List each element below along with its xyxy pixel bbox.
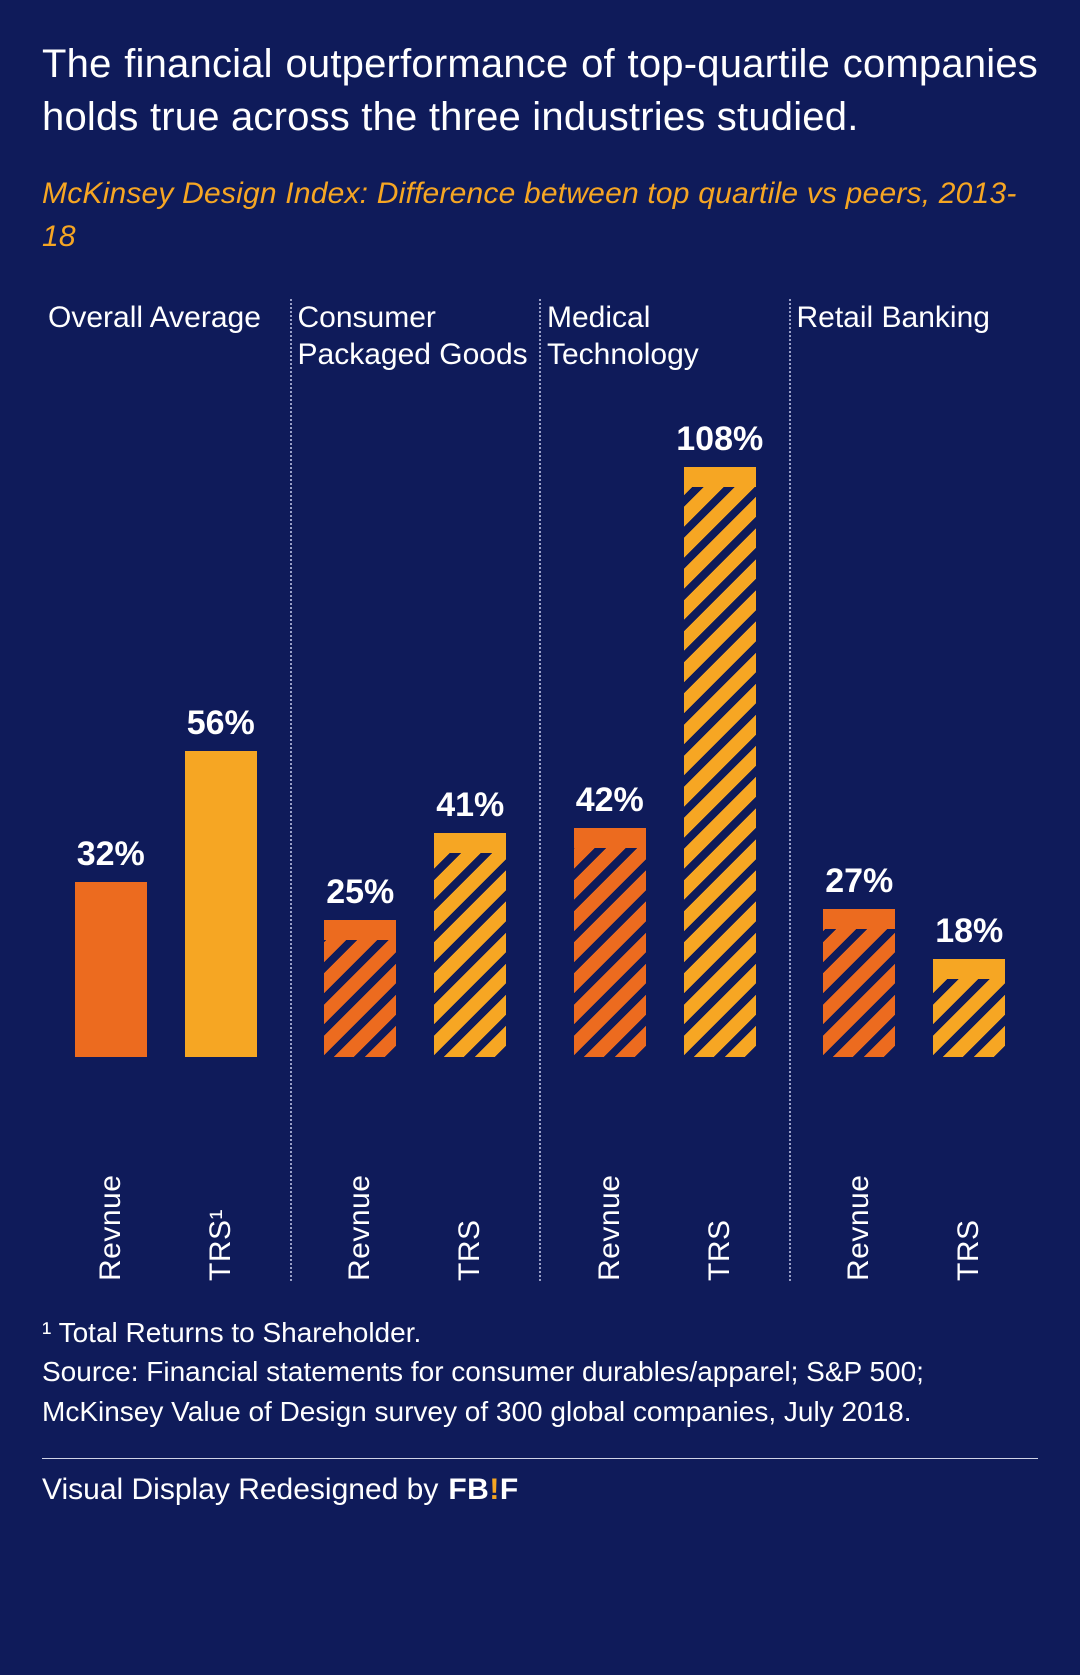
bar-trs: 108%: [679, 420, 761, 1057]
bars-row: 42% 108%: [547, 417, 783, 1057]
bar-cap: [933, 959, 1005, 979]
panel-medical-technology: Medical Technology 42% 108% Revnue TRS: [541, 299, 791, 1281]
axis-labels: Revnue TRS¹: [48, 1071, 284, 1281]
bar-revenue: 32%: [70, 835, 152, 1057]
panel-title: Consumer Packaged Goods: [298, 299, 534, 417]
bars-row: 27% 18%: [797, 417, 1033, 1057]
credit-brand: FB!F: [448, 1473, 518, 1507]
bar-cap: [684, 467, 756, 487]
bar-value-label: 108%: [676, 420, 763, 459]
footnote-line: Source: Financial statements for consume…: [42, 1352, 1038, 1392]
bar-rect: [684, 467, 756, 1057]
axis-label-revenue: Revnue: [319, 1071, 401, 1281]
axis-labels: Revnue TRS: [547, 1071, 783, 1281]
axis-label-revenue: Revnue: [818, 1071, 900, 1281]
bar-value-label: 18%: [935, 912, 1003, 951]
bar-rect: [434, 833, 506, 1057]
footnote-line: McKinsey Value of Design survey of 300 g…: [42, 1392, 1038, 1432]
chart-headline: The financial outperformance of top-quar…: [42, 38, 1038, 144]
bar-rect: [324, 920, 396, 1057]
bar-cap: [574, 828, 646, 848]
bar-value-label: 56%: [187, 704, 255, 743]
bar-value-label: 41%: [436, 786, 504, 825]
bar-cap: [434, 833, 506, 853]
credit-brand-bang: !: [489, 1473, 500, 1506]
bars-row: 25% 41%: [298, 417, 534, 1057]
axis-label-trs: TRS¹: [180, 1071, 262, 1281]
bar-rect: [574, 828, 646, 1057]
footnotes: ¹ Total Returns to Shareholder. Source: …: [42, 1313, 1038, 1432]
bar-value-label: 27%: [825, 862, 893, 901]
chart-area: Overall Average 32% 56% Revnue TRS¹ Cons…: [42, 299, 1038, 1281]
axis-label-trs: TRS: [679, 1071, 761, 1281]
bar-rect: [75, 882, 147, 1057]
axis-label-trs: TRS: [429, 1071, 511, 1281]
bar-trs: 56%: [180, 704, 262, 1057]
bar-rect: [185, 751, 257, 1057]
credit-brand-a: FB: [448, 1473, 489, 1506]
bar-revenue: 25%: [319, 873, 401, 1057]
axis-label-revenue: Revnue: [569, 1071, 651, 1281]
bar-rect: [823, 909, 895, 1057]
panel-title: Retail Banking: [797, 299, 1033, 417]
chart-subtitle: McKinsey Design Index: Difference betwee…: [42, 172, 1038, 259]
panel-retail-banking: Retail Banking 27% 18% Revnue TRS: [791, 299, 1039, 1281]
bar-cap: [324, 920, 396, 940]
footnote-line: ¹ Total Returns to Shareholder.: [42, 1313, 1038, 1353]
bar-rect: [933, 959, 1005, 1057]
axis-label-revenue: Revnue: [70, 1071, 152, 1281]
axis-label-trs: TRS: [928, 1071, 1010, 1281]
bar-value-label: 32%: [77, 835, 145, 874]
panel-title: Overall Average: [48, 299, 284, 417]
bar-revenue: 27%: [818, 862, 900, 1057]
divider-rule: [42, 1458, 1038, 1459]
axis-labels: Revnue TRS: [298, 1071, 534, 1281]
bar-value-label: 42%: [576, 781, 644, 820]
bar-trs: 18%: [928, 912, 1010, 1057]
panel-consumer-packaged-goods: Consumer Packaged Goods 25% 41% Revnue T…: [292, 299, 542, 1281]
bar-value-label: 25%: [326, 873, 394, 912]
bar-trs: 41%: [429, 786, 511, 1057]
panel-overall-average: Overall Average 32% 56% Revnue TRS¹: [42, 299, 292, 1281]
panel-title: Medical Technology: [547, 299, 783, 417]
bar-revenue: 42%: [569, 781, 651, 1057]
credit-brand-b: F: [500, 1473, 519, 1506]
credit-line: Visual Display Redesigned by FB!F: [42, 1473, 1038, 1507]
credit-prefix: Visual Display Redesigned by: [42, 1473, 438, 1507]
bar-cap: [823, 909, 895, 929]
axis-labels: Revnue TRS: [797, 1071, 1033, 1281]
bars-row: 32% 56%: [48, 417, 284, 1057]
